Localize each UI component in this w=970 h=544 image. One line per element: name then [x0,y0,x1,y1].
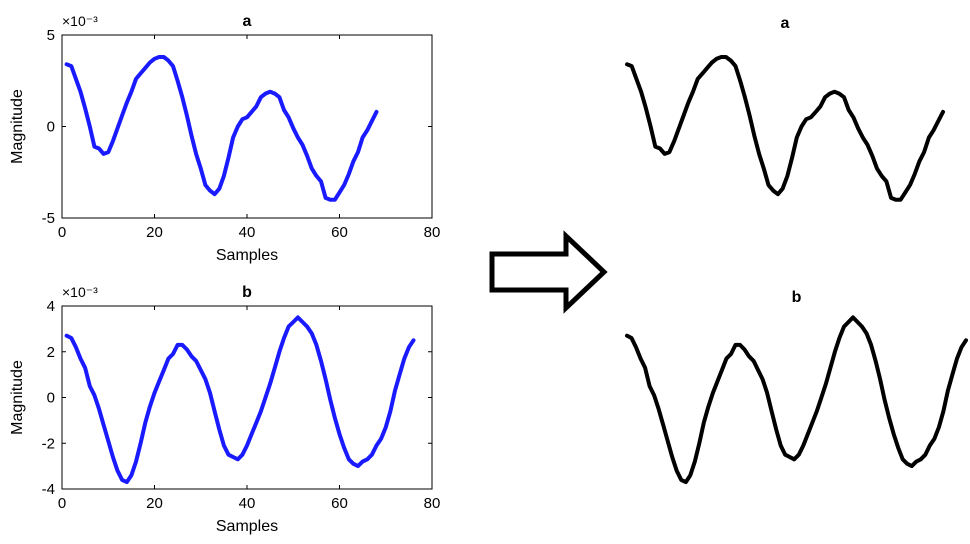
chart-title: b [792,289,802,306]
axis-scale-note: ×10⁻³ [62,13,98,29]
x-tick-label: 80 [424,495,441,512]
series-line [625,315,968,485]
x-tick-label: 60 [331,224,348,241]
chart-title: a [243,13,252,30]
series-line [64,55,379,202]
y-axis-label: Magnitude [9,360,26,435]
x-tick-label: 60 [331,495,348,512]
series-line [625,55,945,202]
chart-panel-b-left: 0 20 40 60 80 -4 -2 0 2 4 Samples Magnitude ×10⁻³ b [9,284,440,535]
chart-title: b [242,284,252,301]
x-tick-label: 40 [239,224,256,241]
y-tick-label: 4 [47,298,55,315]
y-tick-label: -4 [42,481,55,498]
x-tick-label: 0 [58,224,66,241]
y-tick-label: -5 [42,210,55,227]
y-tick-label: 2 [47,344,55,361]
y-tick-label: -2 [42,435,55,452]
right-arrow-shape [489,230,608,314]
y-tick-label: 0 [47,390,55,407]
y-tick-label: 0 [47,119,55,136]
axis-scale-note: ×10⁻³ [62,284,98,300]
x-axis-label: Samples [216,518,278,535]
right-arrow-icon [489,230,608,314]
x-tick-label: 40 [239,495,256,512]
x-tick-label: 20 [146,224,163,241]
chart-panel-a-right: a [625,15,945,202]
x-axis-label: Samples [216,247,278,264]
chart-title: a [781,15,790,32]
y-axis-label: Magnitude [9,89,26,164]
series-line [64,315,416,485]
x-tick-label: 80 [424,224,441,241]
x-tick-label: 20 [146,495,163,512]
plot-frame [61,305,433,490]
chart-panel-b-right: b [625,289,968,485]
y-tick-label: 5 [47,27,55,44]
x-tick-label: 0 [58,495,66,512]
